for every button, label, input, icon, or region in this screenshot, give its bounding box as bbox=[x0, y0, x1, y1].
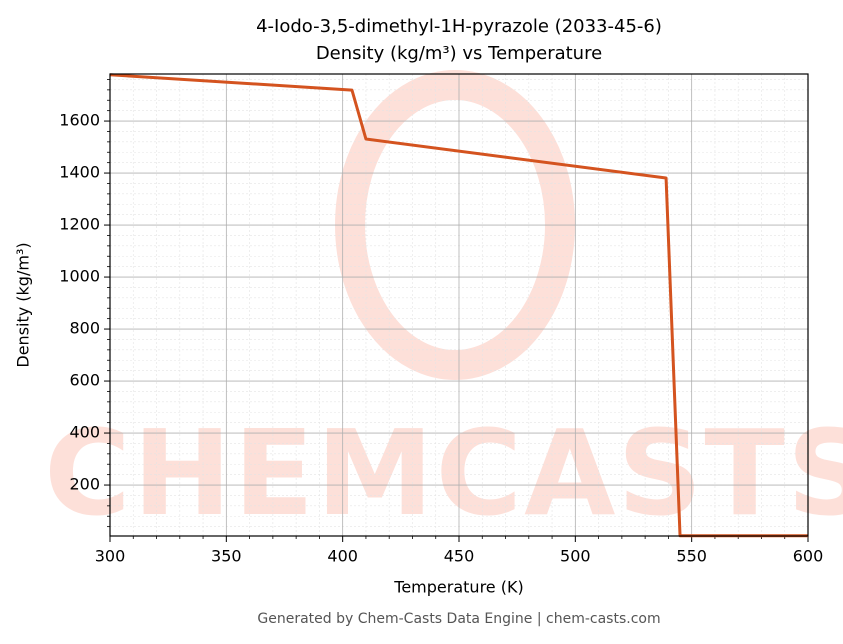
y-tick-label: 1400 bbox=[59, 163, 100, 182]
y-tick-label: 1600 bbox=[59, 111, 100, 130]
y-tick-label: 800 bbox=[69, 319, 100, 338]
y-tick-label: 200 bbox=[69, 475, 100, 494]
y-tick-label: 600 bbox=[69, 371, 100, 390]
watermark: CHEMCASTS bbox=[44, 70, 843, 542]
x-tick-label: 600 bbox=[793, 547, 824, 566]
watermark-text: CHEMCASTS bbox=[44, 404, 843, 542]
x-axis-label: Temperature (K) bbox=[393, 578, 523, 597]
plot-frame bbox=[109, 73, 809, 537]
x-tick-label: 500 bbox=[560, 547, 591, 566]
y-tick-label: 1200 bbox=[59, 215, 100, 234]
y-tick-label: 1000 bbox=[59, 267, 100, 286]
footer: Generated by Chem-Casts Data Engine | ch… bbox=[257, 611, 660, 627]
x-tick-label: 450 bbox=[444, 547, 475, 566]
y-tick-label: 400 bbox=[69, 423, 100, 442]
x-tick-label: 550 bbox=[676, 547, 707, 566]
chart-subtitle: Density (kg/m³) vs Temperature bbox=[316, 43, 602, 64]
chart-title: 4-Iodo-3,5-dimethyl-1H-pyrazole (2033-45… bbox=[256, 16, 662, 37]
x-tick-label: 300 bbox=[95, 547, 126, 566]
x-tick-label: 400 bbox=[327, 547, 358, 566]
y-axis-label: Density (kg/m³) bbox=[14, 242, 33, 367]
x-tick-label: 350 bbox=[211, 547, 242, 566]
